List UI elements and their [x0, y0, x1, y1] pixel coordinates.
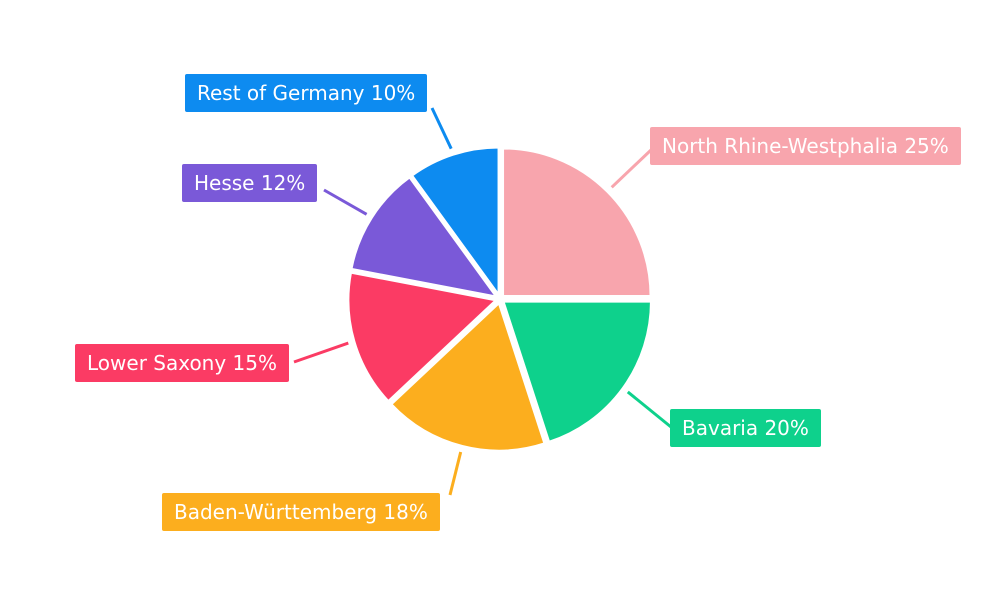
leader-line — [626, 390, 672, 429]
leader-line — [430, 107, 453, 150]
pie-slice[interactable] — [346, 271, 498, 403]
pie-slice[interactable] — [501, 146, 653, 298]
slice-label-text: Bavaria 20% — [682, 416, 809, 440]
pie-slice[interactable] — [501, 300, 653, 444]
pie-slice[interactable] — [349, 175, 498, 299]
slice-label: Hesse 12% — [182, 164, 318, 202]
slice-label-text: Baden-Württemberg 18% — [174, 500, 428, 524]
slice-label-text: North Rhine-Westphalia 25% — [662, 134, 949, 158]
slice-label-text: Lower Saxony 15% — [87, 351, 277, 375]
leader-line — [293, 341, 349, 364]
pie-slice[interactable] — [389, 301, 546, 453]
pie-slice[interactable] — [410, 145, 501, 297]
leader-line — [448, 451, 463, 496]
slice-label: Rest of Germany 10% — [185, 74, 428, 112]
slice-label: Lower Saxony 15% — [75, 344, 289, 382]
leader-line — [323, 188, 368, 216]
slice-label: Bavaria 20% — [670, 409, 821, 447]
slice-label: Baden-Württemberg 18% — [162, 493, 440, 531]
slice-label-text: Rest of Germany 10% — [197, 81, 416, 105]
slice-label-text: Hesse 12% — [194, 171, 306, 195]
slice-label: North Rhine-Westphalia 25% — [650, 127, 961, 165]
leader-line — [610, 148, 653, 189]
